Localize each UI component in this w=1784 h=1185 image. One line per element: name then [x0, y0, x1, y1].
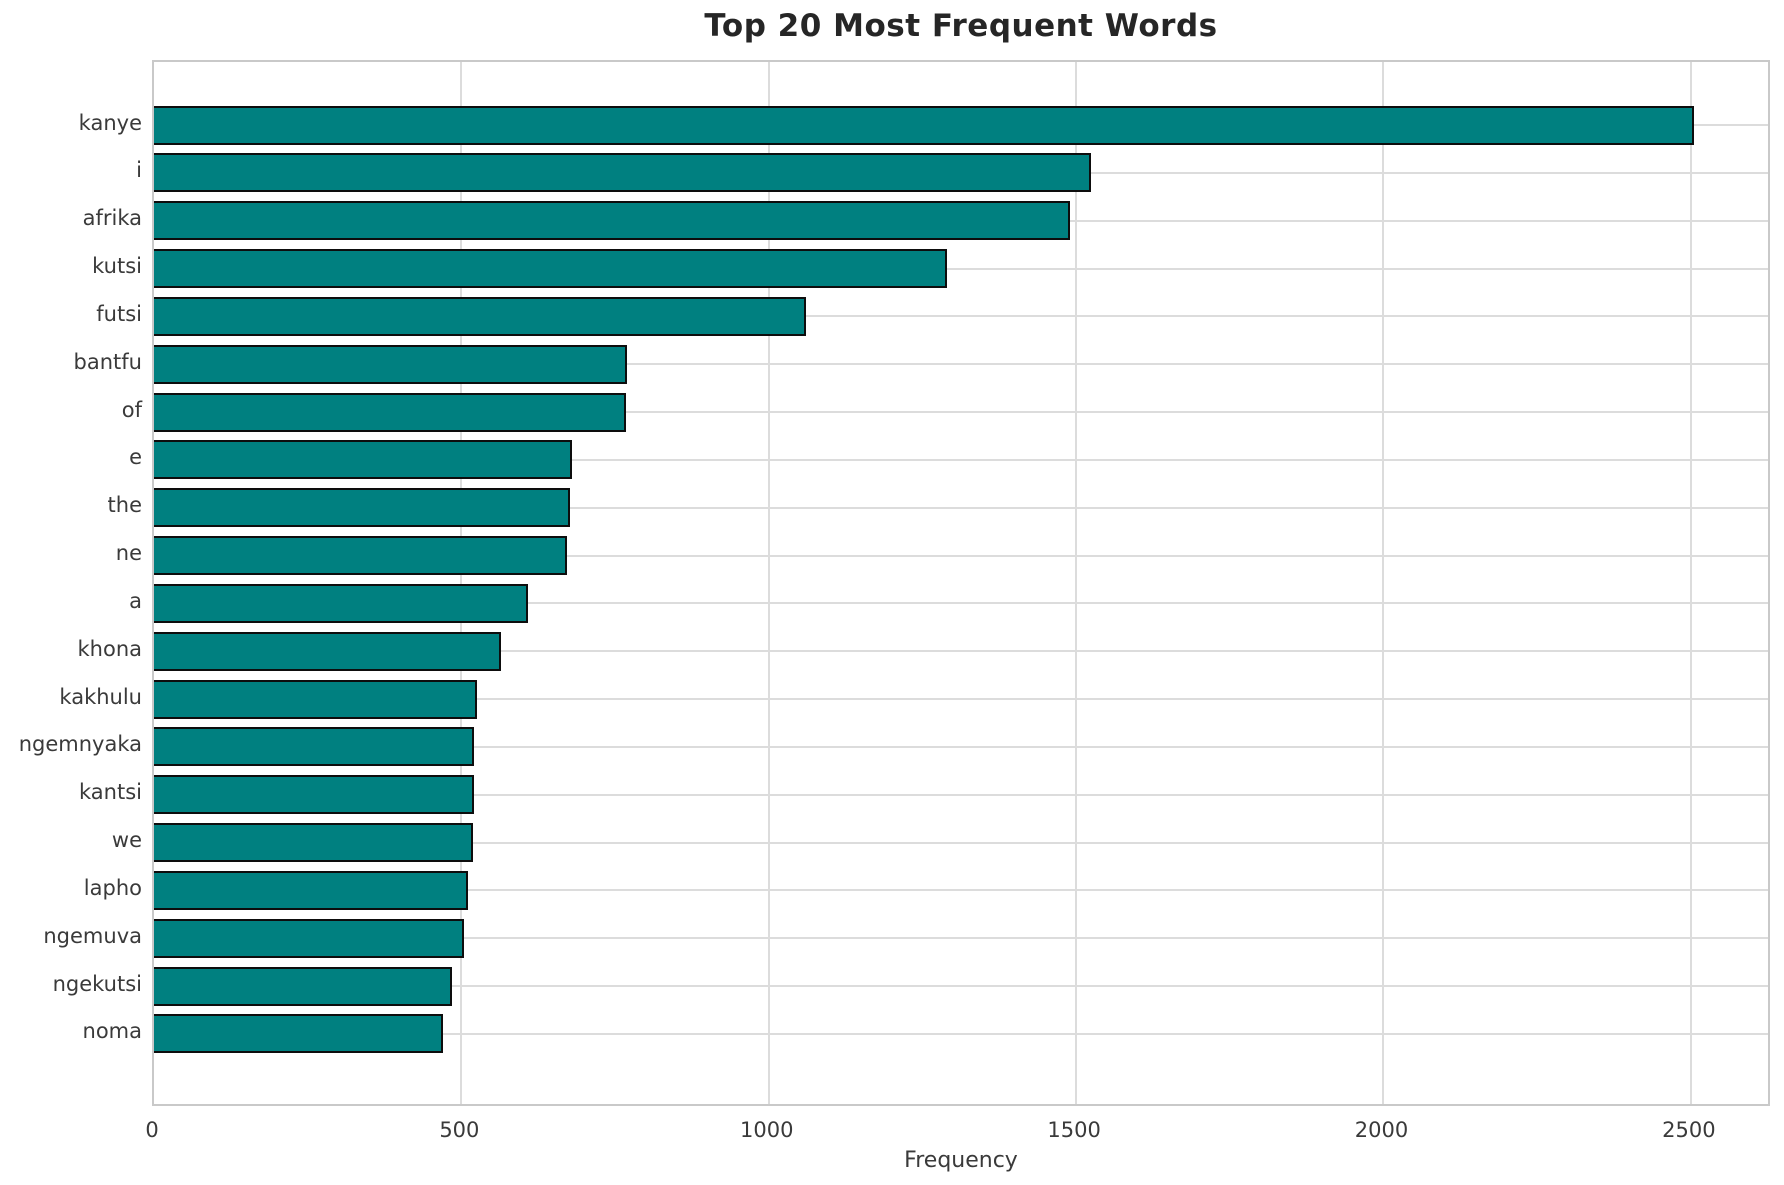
plot-area [152, 60, 1770, 1106]
x-axis-label: Frequency [904, 1148, 1018, 1173]
x-tick-label: 1000 [740, 1118, 794, 1142]
bar-ngemnyaka [154, 727, 475, 767]
y-gridline [154, 506, 1768, 509]
y-gridline [154, 554, 1768, 557]
bar-the [154, 488, 570, 528]
y-gridline [154, 411, 1768, 414]
x-tick-label: 2000 [1354, 1118, 1409, 1142]
y-tick-label: khona [77, 636, 143, 661]
y-gridline [154, 363, 1768, 366]
y-gridline [154, 985, 1768, 988]
bar-ne [154, 536, 568, 576]
y-tick-label: i [136, 158, 142, 183]
y-tick-label: kanye [78, 110, 142, 135]
x-gridline [1689, 62, 1692, 1104]
y-gridline [154, 841, 1768, 844]
y-gridline [154, 793, 1768, 796]
bar-kanye [154, 105, 1694, 145]
bar-kantsi [154, 775, 474, 815]
y-gridline [154, 1032, 1768, 1035]
y-tick-label: ngekutsi [52, 971, 142, 996]
y-gridline [154, 602, 1768, 605]
bar-ngemuva [154, 918, 465, 958]
y-tick-label: bantfu [73, 349, 142, 374]
y-tick-label: futsi [96, 301, 142, 326]
y-tick-label: kutsi [92, 254, 142, 279]
y-tick-label: ngemuva [43, 923, 142, 948]
y-gridline [154, 315, 1768, 318]
y-gridline [154, 937, 1768, 940]
bar-kutsi [154, 249, 948, 289]
y-tick-label: lapho [83, 875, 142, 900]
x-gridline [1382, 62, 1385, 1104]
y-gridline [154, 458, 1768, 461]
y-tick-label: kakhulu [59, 684, 142, 709]
y-gridline [154, 889, 1768, 892]
x-tick-label: 1500 [1047, 1118, 1101, 1142]
x-tick-label: 500 [439, 1118, 480, 1142]
y-tick-label: e [129, 445, 142, 470]
x-gridline [767, 62, 770, 1104]
x-gridline [1075, 62, 1078, 1104]
bar-we [154, 823, 474, 863]
bar-kakhulu [154, 679, 477, 719]
y-tick-label: a [129, 588, 142, 613]
bar-a [154, 583, 528, 623]
bar-noma [154, 1014, 443, 1054]
y-tick-label: of [121, 397, 142, 422]
bar-bantfu [154, 344, 628, 384]
y-gridline [154, 745, 1768, 748]
y-tick-label: afrika [82, 206, 142, 231]
bar-e [154, 440, 573, 480]
x-gridline [460, 62, 463, 1104]
y-gridline [154, 698, 1768, 701]
y-tick-label: the [107, 493, 142, 518]
bar-ngekutsi [154, 966, 452, 1006]
y-gridline [154, 650, 1768, 653]
bar-futsi [154, 296, 806, 336]
y-tick-label: we [111, 828, 142, 853]
bar-of [154, 392, 627, 432]
chart-title: Top 20 Most Frequent Words [704, 8, 1218, 44]
bar-i [154, 153, 1092, 193]
y-tick-label: ngemnyaka [18, 732, 142, 757]
bar-lapho [154, 870, 468, 910]
y-gridline [154, 267, 1768, 270]
bar-khona [154, 631, 502, 671]
x-tick-label: 2500 [1662, 1118, 1716, 1142]
y-tick-label: ne [115, 541, 142, 566]
bar-afrika [154, 201, 1070, 241]
y-tick-label: kantsi [79, 780, 142, 805]
x-tick-label: 0 [145, 1118, 159, 1142]
y-tick-label: noma [82, 1019, 142, 1044]
